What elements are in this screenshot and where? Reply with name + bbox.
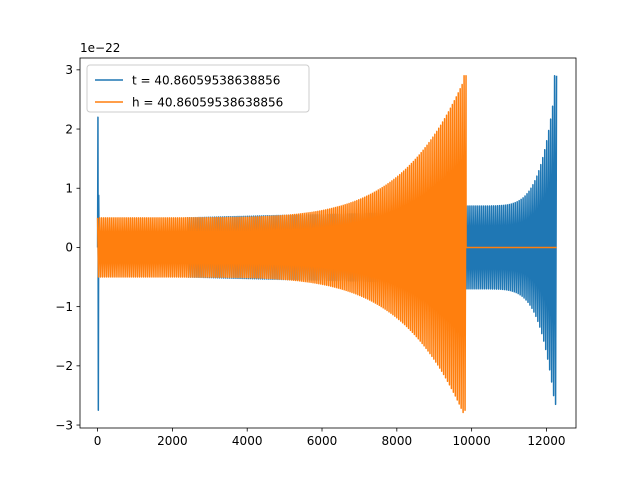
y-axis: −3 −2 −1 0 1 2 3 [55,63,80,432]
axes-frame [79,57,577,429]
x-tick-label: 0 [94,434,102,448]
legend-label: h = 40.86059538638856 [132,96,283,110]
series-line-h [96,75,557,414]
y-tick-label: −2 [55,359,73,373]
y-tick-label: 2 [65,122,73,136]
x-axis: 0 2000 4000 6000 8000 10000 12000 [94,428,566,448]
x-tick-label: 6000 [307,434,338,448]
y-tick-label: −1 [55,300,73,314]
x-tick-label: 4000 [232,434,263,448]
y-tick-label: 3 [65,63,73,77]
x-tick-label: 2000 [157,434,188,448]
y-offset-text: 1e−22 [80,41,120,55]
legend-label: t = 40.86059538638856 [132,74,280,88]
legend: t = 40.86059538638856 h = 40.860595386388… [86,64,310,113]
x-tick-label: 10000 [453,434,491,448]
y-tick-label: 1 [65,182,73,196]
x-tick-label: 8000 [382,434,413,448]
y-tick-label: 0 [65,241,73,255]
y-tick-label: −3 [55,418,73,432]
x-tick-label: 12000 [527,434,565,448]
legend-box [86,64,310,113]
plot-area [96,75,558,414]
